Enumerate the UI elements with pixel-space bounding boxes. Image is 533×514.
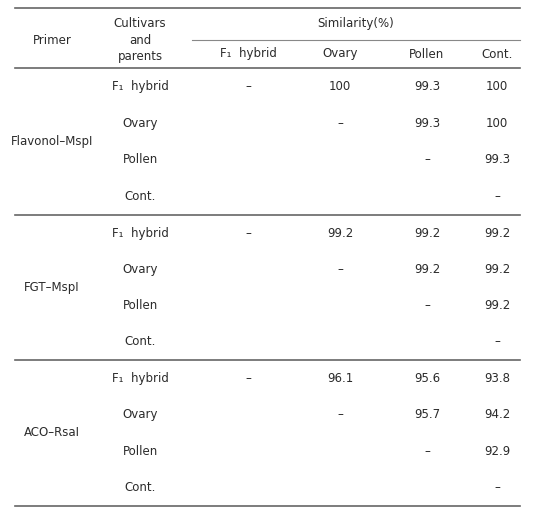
Text: Similarity(%): Similarity(%) bbox=[318, 17, 394, 30]
Text: –: – bbox=[337, 263, 343, 276]
Text: 92.9: 92.9 bbox=[484, 445, 510, 458]
Text: Pollen: Pollen bbox=[123, 153, 158, 167]
Text: Cont.: Cont. bbox=[124, 481, 156, 494]
Text: Pollen: Pollen bbox=[409, 47, 445, 61]
Text: Flavonol–MspI: Flavonol–MspI bbox=[11, 135, 93, 148]
Text: –: – bbox=[494, 481, 500, 494]
Text: –: – bbox=[337, 408, 343, 421]
Text: Cont.: Cont. bbox=[481, 47, 513, 61]
Text: 99.3: 99.3 bbox=[414, 117, 440, 130]
Text: Cont.: Cont. bbox=[124, 335, 156, 348]
Text: –: – bbox=[245, 227, 251, 240]
Text: 100: 100 bbox=[486, 117, 508, 130]
Text: Pollen: Pollen bbox=[123, 299, 158, 312]
Text: 93.8: 93.8 bbox=[484, 372, 510, 385]
Text: Pollen: Pollen bbox=[123, 445, 158, 458]
Text: ACO–RsaI: ACO–RsaI bbox=[24, 427, 80, 439]
Text: 99.2: 99.2 bbox=[484, 227, 510, 240]
Text: F₁  hybrid: F₁ hybrid bbox=[111, 227, 168, 240]
Text: 99.2: 99.2 bbox=[414, 227, 440, 240]
Text: 100: 100 bbox=[486, 80, 508, 93]
Text: –: – bbox=[245, 80, 251, 93]
Text: Primer: Primer bbox=[33, 33, 71, 46]
Text: 94.2: 94.2 bbox=[484, 408, 510, 421]
Text: 100: 100 bbox=[329, 80, 351, 93]
Text: F₁  hybrid: F₁ hybrid bbox=[220, 47, 277, 61]
Text: Cont.: Cont. bbox=[124, 190, 156, 203]
Text: F₁  hybrid: F₁ hybrid bbox=[111, 372, 168, 385]
Text: FGT–MspI: FGT–MspI bbox=[24, 281, 80, 294]
Text: Ovary: Ovary bbox=[322, 47, 358, 61]
Text: 95.6: 95.6 bbox=[414, 372, 440, 385]
Text: 99.3: 99.3 bbox=[484, 153, 510, 167]
Text: –: – bbox=[424, 445, 430, 458]
Text: 99.2: 99.2 bbox=[414, 263, 440, 276]
Text: –: – bbox=[337, 117, 343, 130]
Text: –: – bbox=[424, 153, 430, 167]
Text: Ovary: Ovary bbox=[122, 408, 158, 421]
Text: 95.7: 95.7 bbox=[414, 408, 440, 421]
Text: 99.2: 99.2 bbox=[484, 263, 510, 276]
Text: Ovary: Ovary bbox=[122, 263, 158, 276]
Text: F₁  hybrid: F₁ hybrid bbox=[111, 80, 168, 93]
Text: Cultivars
and
parents: Cultivars and parents bbox=[114, 17, 166, 63]
Text: 96.1: 96.1 bbox=[327, 372, 353, 385]
Text: 99.2: 99.2 bbox=[327, 227, 353, 240]
Text: –: – bbox=[494, 190, 500, 203]
Text: –: – bbox=[494, 335, 500, 348]
Text: 99.3: 99.3 bbox=[414, 80, 440, 93]
Text: –: – bbox=[424, 299, 430, 312]
Text: 99.2: 99.2 bbox=[484, 299, 510, 312]
Text: Ovary: Ovary bbox=[122, 117, 158, 130]
Text: –: – bbox=[245, 372, 251, 385]
